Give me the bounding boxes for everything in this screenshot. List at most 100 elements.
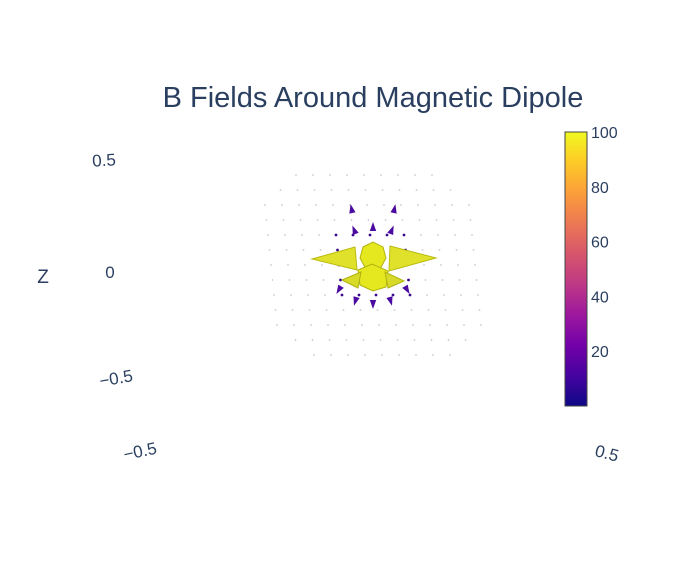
field-sample-dot <box>334 233 338 237</box>
field-sample-dot <box>366 204 368 206</box>
field-sample-dot <box>451 204 453 206</box>
field-sample-dot <box>435 219 438 221</box>
dipole-body-bottom <box>357 263 389 292</box>
field-sample-dot <box>397 174 399 176</box>
field-sample-dot <box>475 279 478 281</box>
field-sample-dot <box>336 248 339 252</box>
field-sample-dot <box>295 174 297 176</box>
field-sample-dot <box>458 279 461 281</box>
field-sample-dot <box>381 189 384 191</box>
field-sample-dot <box>346 174 348 176</box>
field-sample-dot <box>301 234 303 236</box>
field-sample-dot <box>330 354 332 356</box>
field-sample-dot <box>350 219 353 221</box>
field-sample-dot <box>413 339 416 341</box>
field-sample-dot <box>443 294 445 296</box>
field-cone <box>369 222 377 231</box>
field-sample-dot <box>438 249 441 251</box>
field-cone <box>369 300 377 309</box>
field-sample-dot <box>398 354 400 356</box>
colorbar-tick-label: 20 <box>591 344 609 361</box>
colorbar-ramp <box>564 131 588 407</box>
field-cone <box>349 204 356 214</box>
field-sample-dot <box>457 264 459 266</box>
field-sample-dot <box>364 354 366 356</box>
x-tick-label: −0.5 <box>122 439 159 465</box>
field-sample-dot <box>327 324 329 326</box>
z-axis-label: Z <box>37 267 49 288</box>
field-sample-dot <box>367 219 370 221</box>
3d-scene[interactable] <box>264 174 482 356</box>
field-sample-dot <box>321 264 323 266</box>
field-cones <box>331 204 417 309</box>
field-sample-dot <box>363 174 365 176</box>
field-sample-dot <box>440 264 442 266</box>
field-sample-dot <box>271 279 274 281</box>
dipole-cone-left <box>310 246 358 271</box>
field-sample-dot <box>381 354 383 356</box>
field-sample-dot <box>410 309 413 311</box>
field-sample-dot <box>311 339 314 341</box>
field-sample-dot <box>339 278 342 282</box>
field-sample-dot <box>347 189 350 191</box>
field-sample-dot <box>357 293 361 297</box>
field-sample-dot <box>347 354 349 356</box>
field-sample-dot <box>385 233 389 237</box>
field-sample-dot <box>274 309 277 311</box>
y-tick-label: 0.5 <box>92 150 117 171</box>
field-sample-dot <box>423 264 425 266</box>
field-sample-dot <box>282 219 285 221</box>
field-sample-dot <box>298 204 300 206</box>
field-sample-dot <box>333 219 336 221</box>
field-sample-dot <box>324 294 326 296</box>
field-sample-dot <box>329 174 331 176</box>
field-sample-dot <box>431 174 433 176</box>
field-sample-dot <box>310 324 312 326</box>
field-sample-dot <box>426 294 428 296</box>
field-sample-dot <box>364 189 367 191</box>
field-sample-dot <box>460 294 462 296</box>
field-sample-dot <box>418 219 421 221</box>
field-sample-dot <box>469 219 472 221</box>
field-sample-dot <box>293 324 295 326</box>
field-sample-dot <box>454 234 456 236</box>
field-sample-dot <box>478 309 481 311</box>
field-sample-dot <box>270 264 272 266</box>
field-cone <box>353 296 360 306</box>
field-sample-dot <box>464 339 467 341</box>
field-sample-dot <box>400 204 402 206</box>
field-sample-dot <box>432 354 434 356</box>
field-sample-dot <box>412 324 414 326</box>
field-sample-dot <box>447 339 450 341</box>
field-sample-dot <box>318 234 320 236</box>
field-sample-dot <box>480 324 482 326</box>
field-sample-dot <box>449 354 451 356</box>
field-sample-dot <box>344 324 346 326</box>
field-sample-dot <box>468 204 470 206</box>
field-sample-dot <box>285 249 288 251</box>
field-sample-dot <box>304 264 306 266</box>
field-sample-dot <box>307 294 309 296</box>
field-sample-dot <box>461 309 464 311</box>
dipole-cone-right <box>388 245 438 272</box>
field-cone <box>390 204 397 214</box>
field-sample-dot <box>273 294 275 296</box>
field-sample-dot <box>319 249 322 251</box>
field-sample-dot <box>398 189 401 191</box>
field-sample-dot <box>267 234 269 236</box>
colorbar-tick-label: 40 <box>591 289 609 306</box>
field-sample-dot <box>424 279 427 281</box>
field-sample-dot <box>362 339 365 341</box>
field-sample-dot <box>296 189 299 191</box>
field-cone <box>386 296 393 306</box>
field-sample-dot <box>316 219 319 221</box>
colorbar-tick-label: 60 <box>591 235 609 252</box>
field-sample-dot <box>380 174 382 176</box>
field-sample-dot <box>444 309 447 311</box>
field-sample-dot <box>374 293 378 297</box>
field-sample-dot <box>305 279 308 281</box>
field-sample-dot <box>287 264 289 266</box>
field-sample-dot <box>313 354 315 356</box>
field-sample-dot <box>391 293 395 297</box>
